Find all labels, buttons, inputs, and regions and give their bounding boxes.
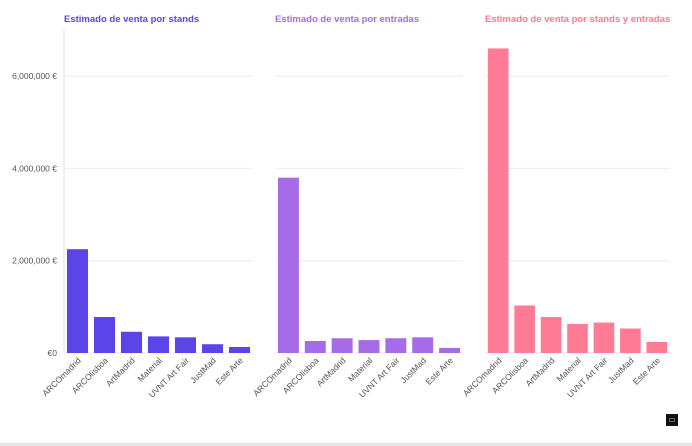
bar bbox=[567, 323, 588, 353]
bar bbox=[620, 328, 641, 353]
bar bbox=[487, 48, 509, 353]
bar bbox=[646, 341, 668, 353]
y-tick-label: 6,000,000 € bbox=[12, 71, 57, 81]
bar bbox=[385, 338, 407, 353]
x-category-label: Este Arte bbox=[424, 355, 456, 387]
expand-icon[interactable] bbox=[666, 414, 678, 426]
bottom-scroll-rule bbox=[0, 443, 692, 446]
bar bbox=[66, 249, 89, 353]
x-category-label: ArtMadrid bbox=[104, 355, 137, 388]
bar bbox=[120, 331, 143, 353]
bar bbox=[304, 341, 326, 353]
y-tick-label: 4,000,000 € bbox=[12, 163, 57, 173]
y-tick-label: €0 bbox=[48, 348, 58, 358]
x-category-label: ArtMadrid bbox=[314, 355, 347, 388]
panel-title: Estimado de venta por stands bbox=[64, 14, 199, 25]
bar bbox=[593, 322, 615, 353]
bar bbox=[439, 347, 461, 353]
y-tick-label: 2,000,000 € bbox=[12, 256, 57, 266]
bar bbox=[277, 177, 299, 353]
bar bbox=[147, 336, 170, 353]
bar bbox=[174, 337, 197, 353]
panel-title: Estimado de venta por stands y entradas bbox=[485, 14, 670, 25]
bar bbox=[201, 344, 224, 353]
bar bbox=[331, 338, 353, 353]
bar bbox=[228, 347, 251, 353]
bar bbox=[540, 317, 562, 353]
x-category-label: Este Arte bbox=[631, 355, 663, 387]
x-category-label: ArtMadrid bbox=[523, 355, 556, 388]
bar bbox=[514, 305, 535, 353]
bar bbox=[412, 337, 434, 353]
bar bbox=[93, 317, 116, 353]
x-category-label: Este Arte bbox=[213, 355, 245, 387]
bar bbox=[358, 340, 380, 353]
panel-title: Estimado de venta por entradas bbox=[275, 14, 419, 25]
